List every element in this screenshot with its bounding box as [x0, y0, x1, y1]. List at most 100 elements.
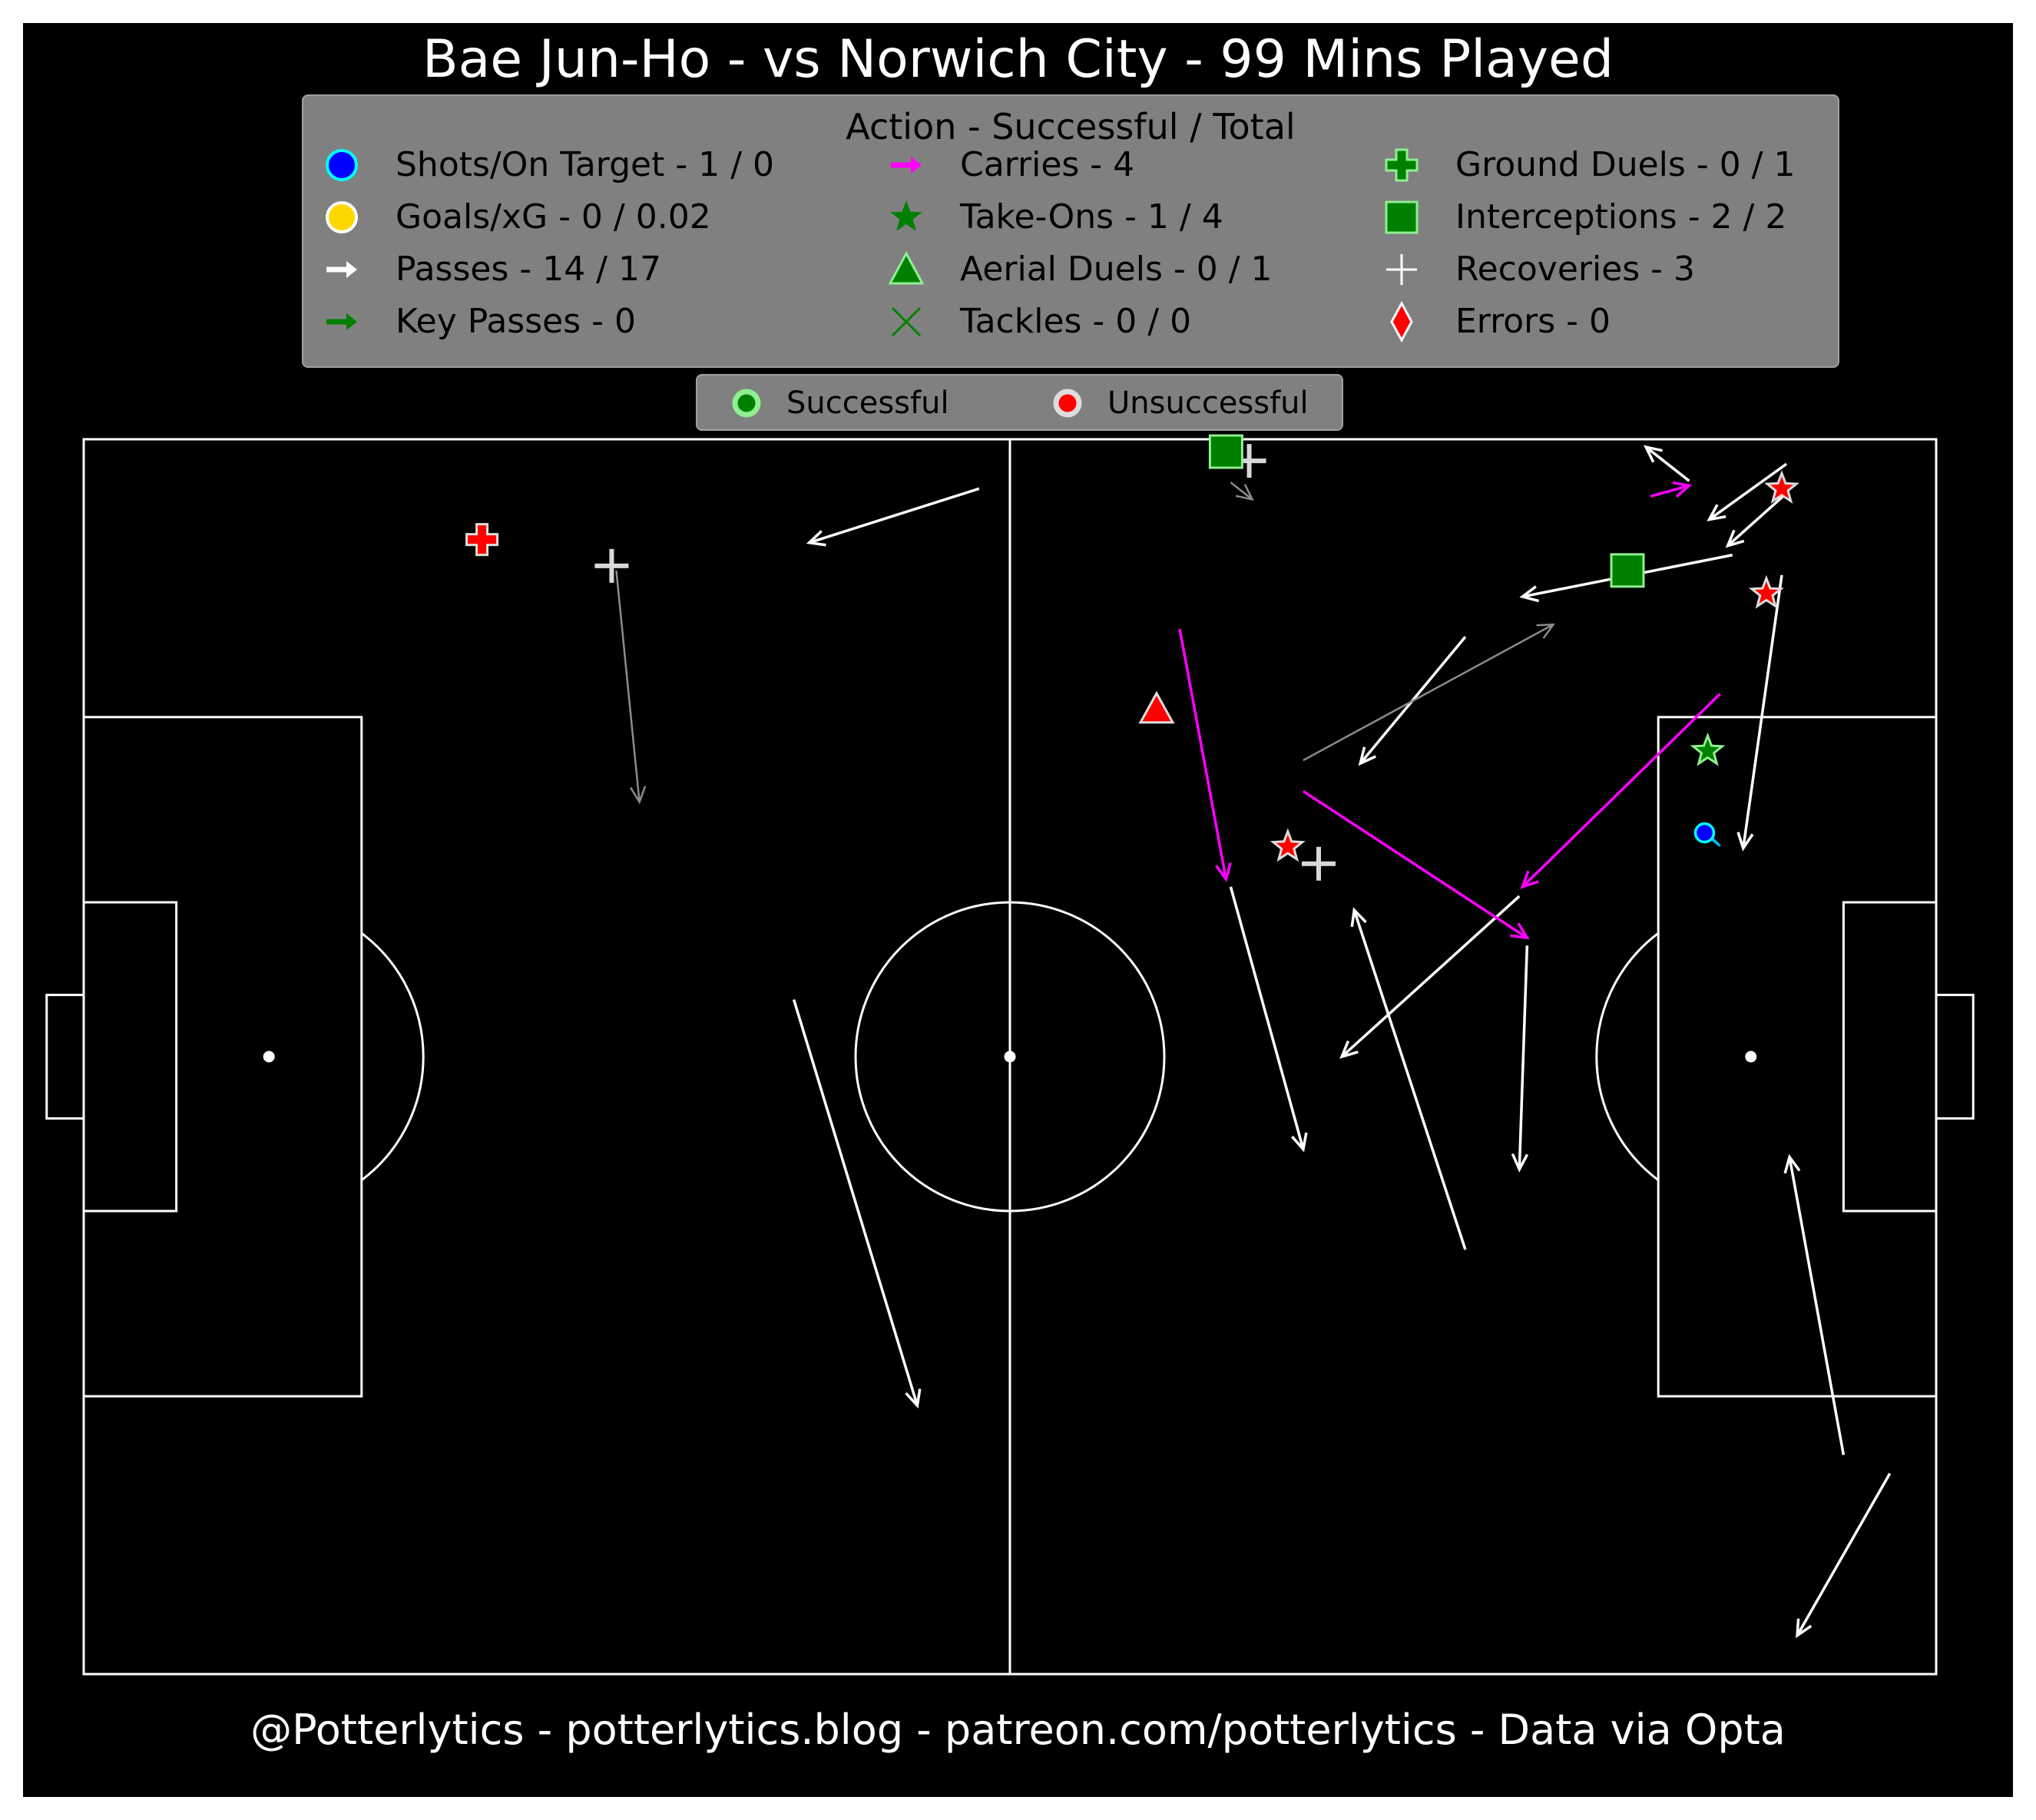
legend-cross: [1385, 148, 1419, 182]
pass-arrow-head: [1358, 746, 1377, 766]
recovery-marker: [1302, 846, 1336, 881]
right-six-yard-box: [1842, 901, 1938, 1213]
pass-arrow-head: [1796, 1618, 1813, 1639]
pass-arrow-shaft: [1708, 462, 1788, 521]
outcome-legend: Successful Unsuccessful: [696, 374, 1343, 431]
pass-arrow: [1229, 886, 1308, 1153]
triangle-icon: [888, 250, 925, 285]
pass-arrow: [1339, 895, 1521, 1059]
carry-arrow-head: [1672, 481, 1693, 498]
carry-arrow-shaft: [1521, 693, 1721, 888]
pass-arrow-head: [1736, 832, 1754, 852]
legend-label: Tackles - 0 / 0: [960, 302, 1192, 341]
shot-circle: [1693, 822, 1716, 844]
pass-arrow-shaft: [1518, 945, 1529, 1170]
carry-arrow-shaft: [1178, 628, 1228, 880]
pitch-markings: [45, 438, 1975, 1676]
centre-spot: [1004, 1051, 1016, 1063]
legend-label: Recoveries - 3: [1455, 250, 1696, 289]
carry-arrow-shaft: [1302, 789, 1528, 939]
take-on-marker: [1690, 732, 1726, 766]
legend-label: Errors - 0: [1455, 302, 1611, 341]
take-on-marker: [1763, 470, 1800, 504]
pass-arrow: [1707, 462, 1788, 521]
pass-arrow-shaft: [1340, 895, 1521, 1058]
left-penalty-arc: [360, 932, 425, 1181]
failed-pass-arrow: [615, 570, 647, 805]
pass-arrow-head: [1725, 529, 1745, 548]
star-icon: [890, 200, 922, 231]
legend-title: Action - Successful / Total: [846, 106, 1296, 147]
pass-arrow-shaft: [1645, 445, 1690, 482]
right-goal: [1935, 994, 1975, 1120]
legend-square: [1385, 200, 1419, 234]
pass-arrow: [1796, 1472, 1892, 1639]
aerial-duel-marker: [1138, 690, 1175, 724]
pass-arrow-shaft: [1742, 574, 1783, 849]
successful-label: Successful: [786, 386, 949, 421]
failed-pass-arrow-head: [630, 786, 647, 805]
circle-icon: [326, 201, 358, 233]
failed-pass-arrow-shaft: [615, 570, 641, 802]
carry-arrow-head: [1520, 870, 1539, 889]
pass-arrow: [792, 999, 922, 1409]
pass-arrow-head: [1350, 907, 1367, 928]
right-penalty-area: [1657, 716, 1938, 1398]
pass-arrow-shaft: [1796, 1472, 1892, 1636]
chart-title: Bae Jun-Ho - vs Norwich City - 99 Mins P…: [422, 29, 1614, 90]
pass-arrow: [1725, 492, 1788, 548]
unsuccessful-label: Unsuccessful: [1107, 386, 1309, 421]
legend-arrow-head: [911, 157, 922, 174]
pass-arrow-head: [1783, 1153, 1801, 1174]
plus-icon: [1386, 254, 1417, 285]
pass-arrow-head: [1291, 1132, 1308, 1153]
recovery-marker: [594, 548, 629, 583]
pass-arrow-shaft: [1788, 1157, 1846, 1455]
legend-circle: [326, 149, 358, 181]
pass-arrow-shaft: [792, 999, 919, 1406]
legend-label: Take-Ons - 1 / 4: [960, 197, 1223, 237]
failed-pass-arrow-shaft: [1303, 624, 1554, 762]
legend-label: Shots/On Target - 1 / 0: [396, 145, 775, 184]
pass-arrow-head: [1643, 445, 1663, 463]
pass-arrow: [1736, 574, 1783, 852]
arrow-icon: [326, 313, 357, 330]
diamond-icon: [1390, 300, 1413, 343]
legend-label: Key Passes - 0: [396, 302, 636, 341]
legend-label: Goals/xG - 0 / 0.02: [396, 197, 711, 237]
legend-triangle: [888, 250, 925, 285]
left-six-yard-box: [82, 901, 178, 1213]
pass-arrow-shaft: [1352, 909, 1467, 1250]
legend-arrow-head: [346, 313, 357, 330]
failed-pass-arrow-head: [1235, 484, 1254, 501]
left-penalty-area: [82, 716, 363, 1398]
carry-arrow: [1520, 693, 1721, 889]
x-icon: [891, 306, 922, 337]
pass-arrow-head: [1511, 1153, 1529, 1173]
interception-marker: [1610, 553, 1645, 588]
failed-pass-arrow-shaft: [1230, 481, 1253, 501]
pass-arrow: [1643, 445, 1690, 482]
pass-arrow-head: [1707, 504, 1726, 521]
legend-arrow-head: [346, 261, 357, 278]
pass-arrow-head: [1339, 1040, 1359, 1059]
take-on-marker: [1270, 828, 1306, 862]
legend-x-stroke: [891, 306, 922, 337]
pass-arrow-shaft: [1726, 492, 1788, 547]
legend-label: Interceptions - 2 / 2: [1455, 197, 1787, 237]
pass-arrow: [1511, 945, 1529, 1173]
pass-arrow-shaft: [1229, 886, 1305, 1150]
pass-arrow-head: [905, 1388, 922, 1409]
pass-arrow-shaft: [809, 487, 980, 544]
legend-circle: [326, 201, 358, 233]
carry-arrow-head: [1214, 862, 1232, 882]
arrow-icon: [891, 157, 922, 174]
carry-arrow: [1650, 481, 1693, 498]
failed-pass-arrow: [1230, 481, 1254, 501]
pass-arrow-head: [1519, 585, 1540, 603]
failed-pass-arrow: [1303, 623, 1556, 762]
left-goal: [45, 994, 85, 1120]
carry-arrow: [1178, 628, 1232, 882]
pass-arrow: [1783, 1153, 1846, 1455]
